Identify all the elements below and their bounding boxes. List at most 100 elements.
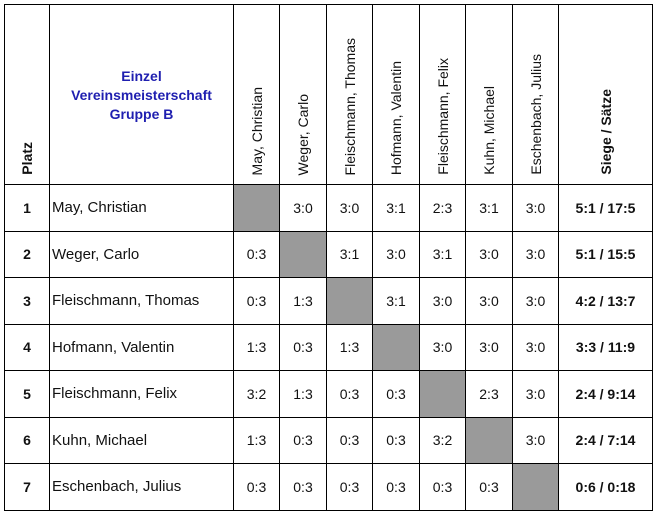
column-header: Eschenbach, Julius bbox=[512, 4, 559, 185]
self-match-cell bbox=[465, 416, 513, 464]
score-cell: 0:3 bbox=[233, 463, 280, 511]
table-row: 6 Kuhn, Michael 1:3 0:3 0:3 0:3 3:2 3:0 2:4 / 7:… bbox=[4, 416, 653, 464]
column-header-label: Fleischmann, Felix bbox=[434, 58, 451, 175]
total-cell: 3:3 / 11:9 bbox=[558, 323, 653, 371]
player-name-cell: Fleischmann, Thomas bbox=[49, 277, 234, 325]
column-header: Fleischmann, Thomas bbox=[326, 4, 373, 185]
column-header-label: Fleischmann, Thomas bbox=[341, 37, 358, 175]
title-line-3: Gruppe B bbox=[109, 106, 174, 122]
self-match-cell bbox=[233, 184, 280, 232]
table-row: 3 Fleischmann, Thomas 0:3 1:3 3:1 3:0 3:0 3:0 4:… bbox=[4, 277, 653, 325]
player-name-cell: Weger, Carlo bbox=[49, 230, 234, 278]
score-cell: 0:3 bbox=[465, 463, 513, 511]
platz-header-label: Platz bbox=[19, 142, 35, 175]
rank-cell: 1 bbox=[4, 184, 50, 232]
column-header-label: Weger, Carlo bbox=[295, 93, 311, 175]
score-cell: 3:0 bbox=[512, 370, 559, 418]
siege-header-label: Siege / Sätze bbox=[597, 89, 614, 175]
score-cell: 3:0 bbox=[465, 230, 513, 278]
score-cell: 1:3 bbox=[233, 416, 280, 464]
siege-header: Siege / Sätze bbox=[558, 4, 653, 185]
rank-cell: 4 bbox=[4, 323, 50, 371]
column-header-label: Eschenbach, Julius bbox=[527, 54, 544, 175]
self-match-cell bbox=[372, 323, 420, 371]
score-cell: 3:0 bbox=[512, 230, 559, 278]
table-row: 1 May, Christian 3:0 3:0 3:1 2:3 3:1 3:0 5:1 / 1… bbox=[4, 184, 653, 232]
total-cell: 2:4 / 7:14 bbox=[558, 416, 653, 464]
total-cell: 5:1 / 15:5 bbox=[558, 230, 653, 278]
group-title: Einzel Vereinsmeisterschaft Gruppe B bbox=[49, 4, 234, 185]
score-cell: 2:3 bbox=[465, 370, 513, 418]
header-row: Platz Einzel Vereinsmeisterschaft Gruppe… bbox=[4, 4, 653, 185]
column-header: Kuhn, Michael bbox=[465, 4, 513, 185]
score-cell: 3:0 bbox=[512, 184, 559, 232]
score-cell: 3:1 bbox=[372, 277, 420, 325]
column-header-label: May, Christian bbox=[248, 86, 265, 175]
score-cell: 1:3 bbox=[279, 277, 327, 325]
score-cell: 0:3 bbox=[279, 463, 327, 511]
score-cell: 2:3 bbox=[419, 184, 466, 232]
score-cell: 3:0 bbox=[419, 323, 466, 371]
total-cell: 0:6 / 0:18 bbox=[558, 463, 653, 511]
score-cell: 0:3 bbox=[279, 416, 327, 464]
score-cell: 3:1 bbox=[326, 230, 373, 278]
table-row: 2 Weger, Carlo 0:3 3:1 3:0 3:1 3:0 3:0 5:1 / 15:… bbox=[4, 230, 653, 278]
self-match-cell bbox=[326, 277, 373, 325]
rank-cell: 7 bbox=[4, 463, 50, 511]
score-cell: 0:3 bbox=[372, 463, 420, 511]
score-cell: 3:1 bbox=[419, 230, 466, 278]
player-name-cell: Kuhn, Michael bbox=[49, 416, 234, 464]
self-match-cell bbox=[419, 370, 466, 418]
column-header: Weger, Carlo bbox=[279, 4, 327, 185]
score-cell: 1:3 bbox=[326, 323, 373, 371]
score-cell: 3:1 bbox=[372, 184, 420, 232]
score-cell: 3:1 bbox=[465, 184, 513, 232]
score-cell: 3:0 bbox=[512, 323, 559, 371]
column-header: Hofmann, Valentin bbox=[372, 4, 420, 185]
title-line-2: Vereinsmeisterschaft bbox=[71, 87, 212, 103]
title-line-1: Einzel bbox=[121, 68, 162, 84]
score-cell: 1:3 bbox=[279, 370, 327, 418]
score-cell: 3:2 bbox=[233, 370, 280, 418]
score-cell: 3:0 bbox=[465, 323, 513, 371]
score-cell: 3:0 bbox=[419, 277, 466, 325]
total-cell: 2:4 / 9:14 bbox=[558, 370, 653, 418]
platz-header: Platz bbox=[4, 4, 50, 185]
rank-cell: 2 bbox=[4, 230, 50, 278]
score-cell: 0:3 bbox=[372, 416, 420, 464]
rank-cell: 6 bbox=[4, 416, 50, 464]
player-name-cell: Hofmann, Valentin bbox=[49, 323, 234, 371]
score-cell: 0:3 bbox=[419, 463, 466, 511]
score-cell: 0:3 bbox=[233, 277, 280, 325]
rank-cell: 3 bbox=[4, 277, 50, 325]
rank-cell: 5 bbox=[4, 370, 50, 418]
score-cell: 0:3 bbox=[326, 370, 373, 418]
player-name-cell: May, Christian bbox=[49, 184, 234, 232]
table-row: 4 Hofmann, Valentin 1:3 0:3 1:3 3:0 3:0 3:0 3:3 … bbox=[4, 323, 653, 371]
table-row: 5 Fleischmann, Felix 3:2 1:3 0:3 0:3 2:3 3:0 2:4… bbox=[4, 370, 653, 418]
score-cell: 0:3 bbox=[326, 416, 373, 464]
self-match-cell bbox=[279, 230, 327, 278]
total-cell: 5:1 / 17:5 bbox=[558, 184, 653, 232]
score-cell: 3:0 bbox=[326, 184, 373, 232]
self-match-cell bbox=[512, 463, 559, 511]
score-cell: 3:0 bbox=[512, 416, 559, 464]
column-header: May, Christian bbox=[233, 4, 280, 185]
total-cell: 4:2 / 13:7 bbox=[558, 277, 653, 325]
score-cell: 0:3 bbox=[233, 230, 280, 278]
score-cell: 0:3 bbox=[326, 463, 373, 511]
score-cell: 0:3 bbox=[372, 370, 420, 418]
score-cell: 0:3 bbox=[279, 323, 327, 371]
score-cell: 1:3 bbox=[233, 323, 280, 371]
score-cell: 3:0 bbox=[465, 277, 513, 325]
column-header-label: Hofmann, Valentin bbox=[388, 60, 404, 175]
player-name-cell: Fleischmann, Felix bbox=[49, 370, 234, 418]
results-table: Platz Einzel Vereinsmeisterschaft Gruppe… bbox=[4, 4, 653, 511]
column-header-label: Kuhn, Michael bbox=[481, 86, 497, 175]
table-row: 7 Eschenbach, Julius 0:3 0:3 0:3 0:3 0:3 0:3 0:6… bbox=[4, 463, 653, 511]
score-cell: 3:0 bbox=[372, 230, 420, 278]
score-cell: 3:0 bbox=[279, 184, 327, 232]
score-cell: 3:0 bbox=[512, 277, 559, 325]
player-name-cell: Eschenbach, Julius bbox=[49, 463, 234, 511]
column-header: Fleischmann, Felix bbox=[419, 4, 466, 185]
